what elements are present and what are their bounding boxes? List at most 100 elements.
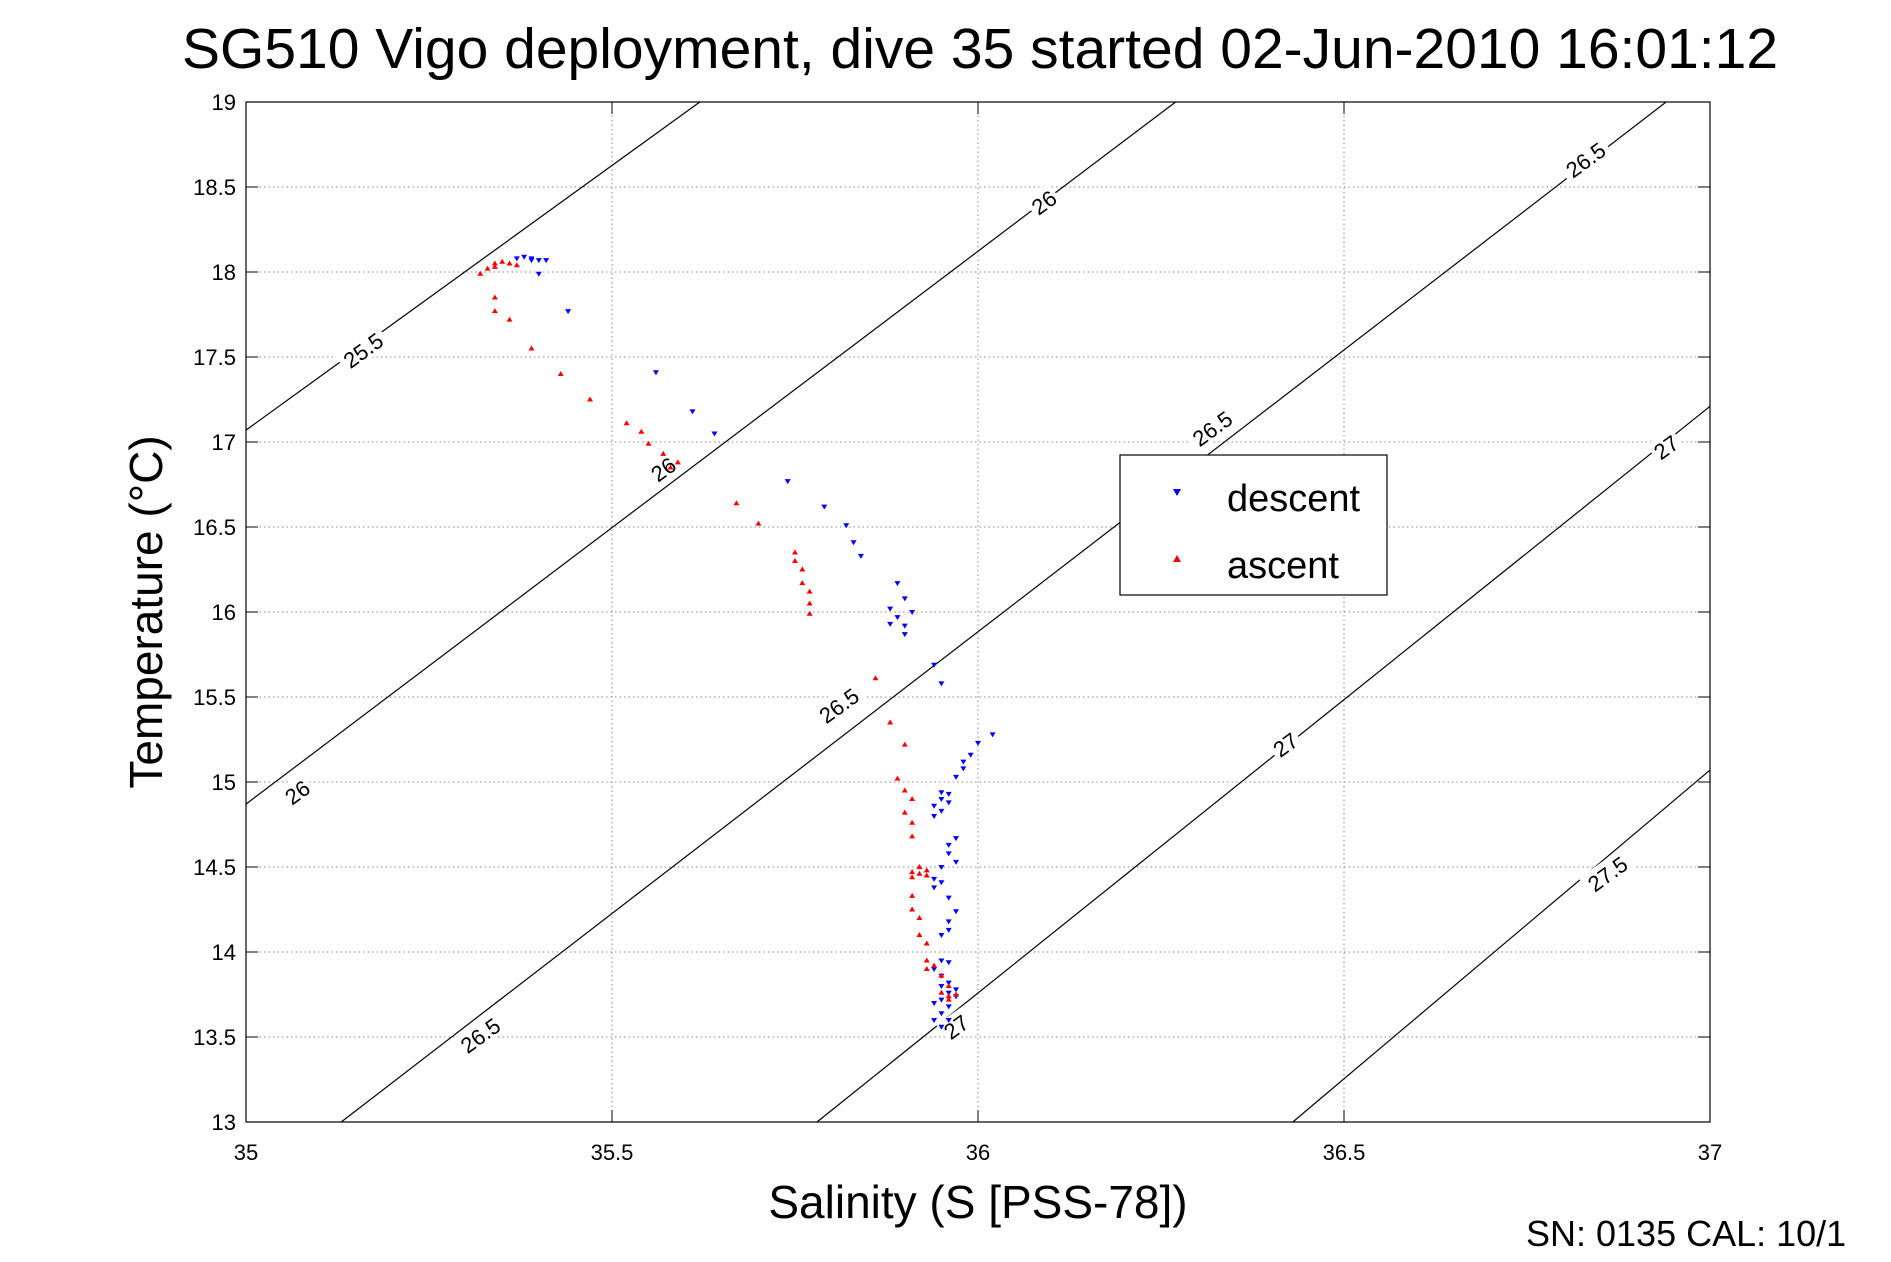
- descent-point: [945, 1004, 952, 1010]
- ascent-point: [806, 600, 813, 606]
- descent-point: [543, 258, 550, 264]
- descent-point: [931, 885, 938, 891]
- descent-point: [989, 732, 996, 738]
- ascent-point: [513, 262, 520, 268]
- ascent-point: [923, 872, 930, 878]
- ascent-point: [799, 580, 806, 586]
- ascent-point: [660, 450, 667, 456]
- ascent-point: [909, 874, 916, 880]
- legend-descent-label: descent: [1227, 478, 1361, 520]
- descent-point: [535, 258, 542, 264]
- descent-point: [938, 1011, 945, 1017]
- y-tick-label: 18: [212, 260, 236, 285]
- ascent-point: [909, 796, 916, 801]
- descent-point: [857, 553, 864, 559]
- contour-label-background: [334, 324, 391, 375]
- ascent-point: [909, 819, 916, 825]
- ascent-point: [923, 867, 930, 873]
- ascent-point: [799, 566, 806, 572]
- descent-point: [938, 790, 945, 796]
- y-tick-label: 16: [212, 600, 236, 625]
- descent-point: [945, 1018, 952, 1023]
- descent-point: [784, 479, 791, 485]
- ascent-point: [953, 991, 960, 997]
- descent-point: [945, 927, 952, 933]
- y-tick-label: 17.5: [193, 345, 236, 370]
- descent-point: [901, 596, 908, 602]
- ascent-point: [806, 588, 813, 594]
- ascent-point: [623, 420, 630, 426]
- descent-point: [887, 606, 894, 612]
- contour-label-background: [1646, 427, 1685, 465]
- ascent-point: [894, 775, 901, 781]
- ascent-series: [477, 258, 960, 1002]
- y-tick-label: 14.5: [193, 855, 236, 880]
- ascent-point: [645, 440, 652, 446]
- descent-point: [953, 909, 960, 915]
- descent-point: [953, 859, 960, 865]
- descent-point: [945, 895, 952, 901]
- ascent-point: [872, 675, 879, 681]
- density-contour-line: [816, 405, 1711, 1123]
- descent-point: [528, 258, 535, 264]
- density-contour-line: [245, 101, 701, 431]
- descent-point: [521, 254, 528, 260]
- ascent-point: [909, 833, 916, 839]
- ascent-point: [909, 892, 916, 898]
- ascent-point: [938, 972, 945, 978]
- ascent-point: [945, 983, 952, 988]
- ascent-point: [923, 966, 930, 971]
- legend-ascent-marker: [1173, 555, 1181, 562]
- legend-box: [1119, 454, 1388, 596]
- descent-point: [938, 984, 945, 989]
- descent-point: [689, 409, 696, 415]
- descent-point: [931, 876, 938, 882]
- descent-point: [938, 997, 945, 1003]
- descent-point: [931, 967, 938, 972]
- y-tick-label: 17: [212, 430, 236, 455]
- contour-label-background: [1024, 182, 1063, 221]
- ascent-point: [909, 906, 916, 912]
- descent-point: [945, 842, 952, 848]
- ascent-point: [557, 371, 564, 376]
- ascent-point: [916, 915, 923, 920]
- ascent-point: [638, 428, 645, 434]
- ascent-point: [923, 940, 930, 946]
- descent-point: [953, 774, 960, 780]
- descent-point: [931, 1018, 938, 1023]
- density-contours: [245, 101, 1711, 1123]
- contour-label-background: [1578, 848, 1636, 898]
- ascent-point: [491, 294, 498, 300]
- ascent-point: [923, 957, 930, 963]
- chart-title: SG510 Vigo deployment, dive 35 started 0…: [182, 17, 1778, 81]
- y-tick-label: 16.5: [193, 515, 236, 540]
- ascent-point: [916, 870, 923, 876]
- descent-point: [931, 1001, 938, 1006]
- descent-point: [945, 800, 952, 806]
- y-tick-label: 13: [212, 1110, 236, 1135]
- descent-point: [953, 987, 960, 993]
- y-tick-label: 15: [212, 770, 236, 795]
- y-ticks: 13 13.5 14 14.5 15 15.5 16 16.5 17 17.5 18 18.5 19: [193, 90, 1710, 1135]
- descent-point: [938, 681, 945, 687]
- y-tick-label: 14: [212, 940, 236, 965]
- density-contour-line: [245, 101, 1176, 805]
- ascent-point: [491, 308, 498, 314]
- ascent-point: [916, 932, 923, 937]
- descent-point: [945, 851, 952, 857]
- legend: descent ascent: [1119, 454, 1388, 596]
- ascent-point: [528, 345, 535, 351]
- descent-point: [938, 933, 945, 938]
- ascent-point: [806, 610, 813, 616]
- descent-point: [967, 752, 974, 758]
- descent-point: [960, 759, 967, 765]
- ascent-point: [931, 962, 938, 968]
- descent-point: [843, 523, 850, 529]
- descent-point: [931, 662, 938, 668]
- descent-point: [938, 865, 945, 870]
- ascent-point: [491, 263, 498, 269]
- descent-point: [938, 1024, 945, 1030]
- descent-point: [945, 960, 952, 966]
